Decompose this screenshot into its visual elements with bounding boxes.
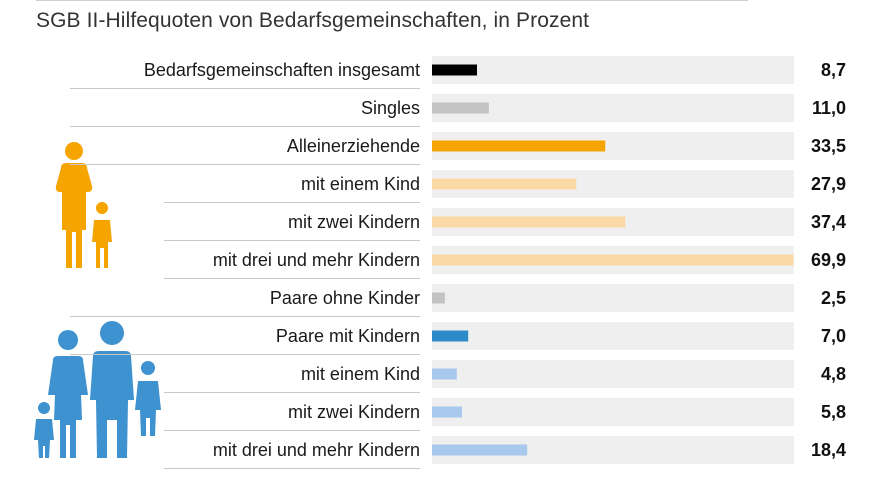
bar bbox=[432, 406, 462, 418]
bar bbox=[432, 64, 477, 76]
bar-row: Bedarfsgemeinschaften insgesamt 8,7 bbox=[70, 56, 846, 89]
bar bbox=[432, 178, 577, 190]
bar bbox=[432, 444, 528, 456]
bar-row: mit einem Kind 27,9 bbox=[164, 170, 846, 203]
value-label: 2,5 bbox=[821, 288, 846, 308]
bar-track bbox=[432, 94, 794, 122]
bar-track bbox=[432, 360, 794, 388]
bar-track bbox=[432, 284, 794, 312]
bar bbox=[432, 216, 626, 228]
bar-row: mit einem Kind 4,8 bbox=[164, 360, 846, 393]
bar bbox=[432, 292, 445, 304]
category-label: mit zwei Kindern bbox=[288, 212, 420, 232]
chart-title: SGB II-Hilfequoten von Bedarfsgemeinscha… bbox=[36, 9, 590, 32]
bar-track bbox=[432, 398, 794, 426]
category-label: mit einem Kind bbox=[301, 174, 420, 194]
bar bbox=[432, 368, 457, 380]
bar bbox=[432, 254, 794, 266]
bar-row: mit zwei Kindern 37,4 bbox=[164, 208, 846, 241]
value-label: 33,5 bbox=[811, 136, 846, 156]
value-label: 7,0 bbox=[821, 326, 846, 346]
bar bbox=[432, 330, 469, 342]
bar-row: mit drei und mehr Kindern 69,9 bbox=[164, 246, 846, 279]
category-label: mit einem Kind bbox=[301, 364, 420, 384]
top-rule bbox=[36, 0, 748, 1]
value-label: 18,4 bbox=[811, 440, 846, 460]
bar-row: Alleinerziehende 33,5 bbox=[70, 132, 846, 165]
bar-track bbox=[432, 56, 794, 84]
value-label: 8,7 bbox=[821, 60, 846, 80]
bar-row: Paare mit Kindern 7,0 bbox=[70, 322, 846, 355]
value-label: 11,0 bbox=[812, 98, 846, 118]
category-label: Bedarfsgemeinschaften insgesamt bbox=[144, 60, 420, 80]
value-label: 27,9 bbox=[811, 174, 846, 194]
category-label: Paare mit Kindern bbox=[276, 326, 420, 346]
category-label: Alleinerziehende bbox=[287, 136, 420, 156]
bar-row: mit drei und mehr Kindern 18,4 bbox=[164, 436, 846, 469]
value-label: 69,9 bbox=[811, 250, 846, 270]
category-label: mit zwei Kindern bbox=[288, 402, 420, 422]
couple-family-icon bbox=[34, 321, 161, 458]
bar-row: Paare ohne Kinder 2,5 bbox=[70, 284, 846, 317]
value-label: 5,8 bbox=[821, 402, 846, 422]
category-label: mit drei und mehr Kindern bbox=[213, 440, 420, 460]
value-label: 37,4 bbox=[811, 212, 846, 232]
value-label: 4,8 bbox=[821, 364, 846, 384]
category-label: Singles bbox=[361, 98, 420, 118]
bar-row: mit zwei Kindern 5,8 bbox=[164, 398, 846, 431]
category-label: Paare ohne Kinder bbox=[270, 288, 420, 308]
single-parent-family-icon bbox=[55, 142, 112, 268]
bar-track bbox=[432, 322, 794, 350]
category-label: mit drei und mehr Kindern bbox=[213, 250, 420, 270]
bar bbox=[432, 140, 606, 152]
bar-row: Singles 11,0 bbox=[70, 94, 846, 127]
bar bbox=[432, 102, 489, 114]
